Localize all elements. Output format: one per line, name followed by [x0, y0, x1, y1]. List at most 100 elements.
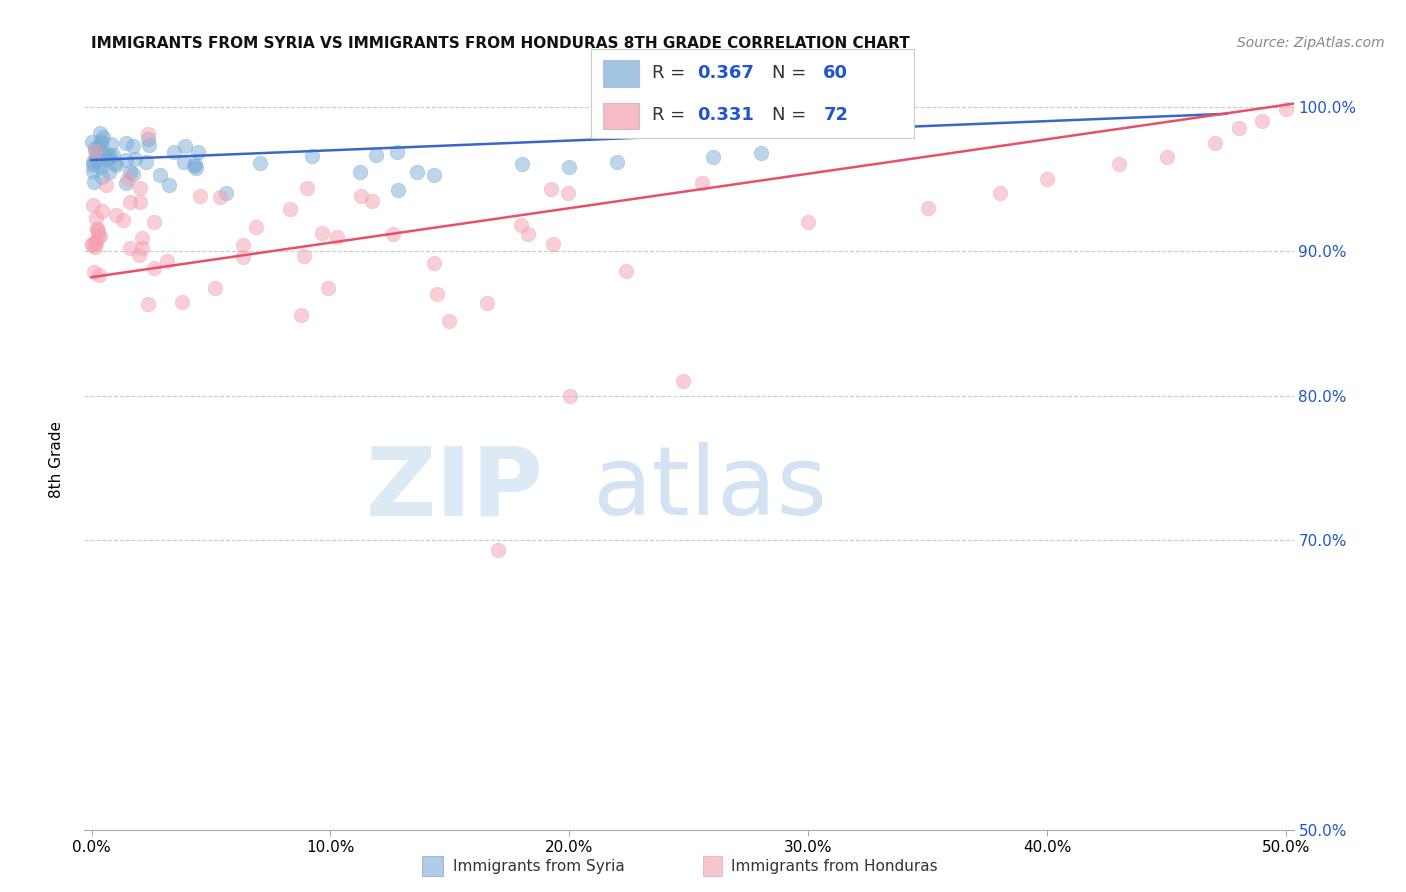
Text: Source: ZipAtlas.com: Source: ZipAtlas.com [1237, 36, 1385, 50]
Point [426, 287, 449, 301]
Point [510, 219, 533, 233]
Point [82, 236, 104, 251]
Point [382, 227, 405, 241]
Point [136, 127, 159, 141]
Point [290, 308, 312, 322]
Text: Immigrants from Honduras: Immigrants from Honduras [731, 859, 938, 873]
Point [749, 145, 772, 160]
FancyBboxPatch shape [422, 856, 443, 876]
Point [173, 154, 195, 169]
Text: 0.367: 0.367 [697, 64, 754, 82]
Point [87, 230, 110, 244]
Point [87, 268, 110, 283]
Point [280, 202, 302, 216]
Point [311, 227, 333, 241]
Point [115, 136, 138, 151]
Point [138, 296, 160, 310]
Text: R =: R = [652, 106, 690, 124]
Point [209, 190, 232, 204]
Point [245, 220, 267, 235]
Point [187, 145, 209, 160]
Point [173, 139, 195, 153]
Point [84, 141, 107, 155]
Point [84, 144, 107, 158]
Point [387, 183, 409, 197]
Point [84, 240, 107, 254]
Text: 0.331: 0.331 [697, 106, 754, 124]
Point [90, 137, 112, 152]
Point [301, 149, 323, 163]
Text: IMMIGRANTS FROM SYRIA VS IMMIGRANTS FROM HONDURAS 8TH GRADE CORRELATION CHART: IMMIGRANTS FROM SYRIA VS IMMIGRANTS FROM… [91, 36, 910, 51]
Point [100, 136, 122, 151]
Point [115, 176, 138, 190]
Point [1251, 114, 1274, 128]
Point [94, 178, 117, 192]
Point [82, 163, 104, 178]
Point [797, 215, 820, 229]
Point [517, 227, 540, 242]
FancyBboxPatch shape [603, 103, 638, 129]
Point [672, 374, 695, 388]
Point [560, 389, 582, 403]
Point [149, 168, 172, 182]
Point [558, 161, 581, 175]
Point [89, 154, 111, 169]
Point [98, 149, 121, 163]
Point [156, 253, 179, 268]
Point [122, 167, 145, 181]
Point [690, 176, 713, 190]
Point [117, 172, 139, 186]
Point [82, 198, 104, 212]
Point [97, 165, 120, 179]
Point [131, 230, 153, 244]
Text: N =: N = [772, 64, 811, 82]
Point [129, 181, 152, 195]
Point [91, 146, 114, 161]
Point [232, 251, 254, 265]
Point [364, 148, 387, 162]
Point [96, 146, 118, 161]
Point [188, 189, 211, 203]
Point [172, 295, 194, 310]
Point [84, 211, 107, 225]
Point [84, 153, 107, 167]
Point [136, 132, 159, 146]
Point [135, 155, 157, 169]
Point [215, 186, 238, 200]
Point [349, 165, 371, 179]
Point [1227, 121, 1250, 136]
Point [105, 158, 128, 172]
Point [297, 181, 319, 195]
Point [606, 154, 628, 169]
Point [122, 139, 145, 153]
Point [84, 235, 107, 249]
Point [83, 144, 105, 158]
Point [83, 175, 105, 189]
Point [128, 248, 150, 262]
Point [184, 161, 207, 175]
Point [350, 189, 373, 203]
Point [204, 280, 226, 294]
Point [917, 201, 939, 215]
Point [86, 225, 108, 239]
Point [80, 135, 103, 149]
Point [82, 238, 104, 252]
Point [249, 156, 271, 170]
Point [326, 230, 349, 244]
Point [86, 222, 108, 236]
Text: ZIP: ZIP [366, 442, 544, 535]
Point [543, 237, 565, 252]
Point [115, 153, 138, 167]
Point [97, 151, 120, 165]
Point [142, 214, 165, 228]
Point [510, 157, 533, 171]
Point [86, 222, 108, 236]
Point [124, 152, 146, 166]
Text: atlas: atlas [592, 442, 827, 535]
Point [423, 168, 446, 182]
Point [557, 186, 579, 201]
Point [183, 159, 205, 173]
Point [702, 150, 724, 164]
Point [292, 249, 315, 263]
Point [111, 212, 134, 227]
